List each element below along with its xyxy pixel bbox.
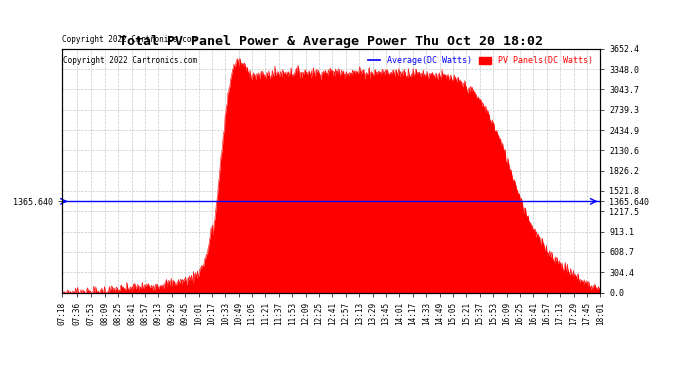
Text: Copyright 2022 Cartronics.com: Copyright 2022 Cartronics.com	[63, 56, 197, 65]
Legend: Average(DC Watts), PV Panels(DC Watts): Average(DC Watts), PV Panels(DC Watts)	[364, 53, 596, 69]
Text: Copyright 2022 Cartronics.com: Copyright 2022 Cartronics.com	[62, 35, 196, 44]
Title: Total PV Panel Power & Average Power Thu Oct 20 18:02: Total PV Panel Power & Average Power Thu…	[119, 34, 543, 48]
